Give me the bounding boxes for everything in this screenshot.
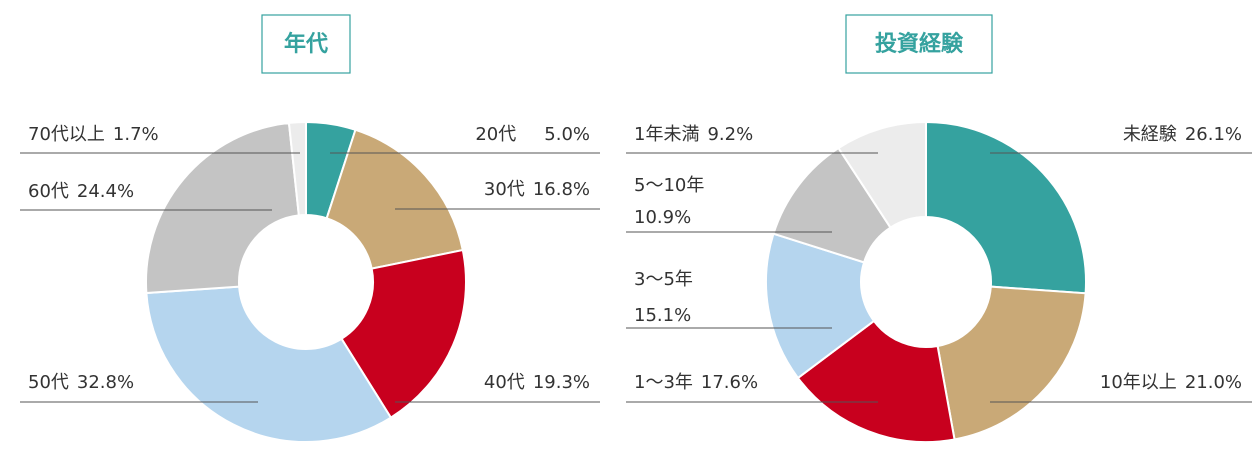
slice-label: 未経験	[1123, 124, 1177, 145]
slice	[765, 232, 876, 380]
value-label: 19.3%	[533, 372, 590, 393]
chart-title: 年代	[284, 31, 328, 57]
slice-label: 10年以上	[1100, 372, 1177, 393]
slice-label: 70代以上	[28, 124, 105, 145]
value-label: 9.2%	[707, 124, 753, 145]
slice	[145, 121, 300, 295]
slice-label: 50代	[28, 372, 69, 393]
slice-label: 40代	[484, 372, 525, 393]
slice-label-group: 60代 24.4%	[28, 181, 134, 202]
slice	[340, 248, 467, 420]
value-label: 5.0%	[544, 124, 590, 145]
slice-label-group: 40代 19.3%	[484, 372, 590, 393]
slice-label-group: 70代以上 1.7%	[28, 124, 159, 145]
slice	[325, 128, 464, 270]
slice	[145, 285, 393, 443]
value-label: 10.9%	[634, 207, 691, 228]
slice-label-group: 1〜3年 17.6%	[634, 372, 758, 393]
value-label: 1.7%	[113, 124, 159, 145]
slice-label-group: 20代 5.0%	[475, 124, 590, 145]
slice-label: 5〜10年	[634, 175, 704, 196]
value-label: 32.8%	[77, 372, 134, 393]
slice-label: 30代	[484, 179, 525, 200]
slice	[936, 285, 1087, 441]
value-label: 15.1%	[634, 305, 691, 326]
slice-label-group: 10年以上 21.0%	[1100, 372, 1242, 393]
slice-label: 1〜3年	[634, 372, 693, 393]
slice-label: 3〜5年	[634, 269, 693, 290]
slice	[287, 120, 307, 217]
value-label: 24.4%	[77, 181, 134, 202]
slice-label-group: 50代 32.8%	[28, 372, 134, 393]
slice-label-group: 1年未満 9.2%	[634, 124, 753, 145]
slice	[837, 120, 927, 229]
value-label: 26.1%	[1185, 124, 1242, 145]
slice-label: 20代	[475, 124, 516, 145]
slice	[796, 319, 956, 443]
slice	[925, 120, 1087, 295]
slice-label: 60代	[28, 181, 69, 202]
chart-title: 投資経験	[875, 31, 964, 57]
title-box	[261, 14, 351, 74]
slice-label: 1年未満	[634, 124, 699, 145]
title-box	[845, 14, 993, 74]
slice-label-group: 30代 16.8%	[484, 179, 590, 200]
value-label: 16.8%	[533, 179, 590, 200]
slice-label-group: 未経験 26.1%	[1123, 124, 1242, 145]
value-label: 21.0%	[1185, 372, 1242, 393]
value-label: 17.6%	[701, 372, 758, 393]
